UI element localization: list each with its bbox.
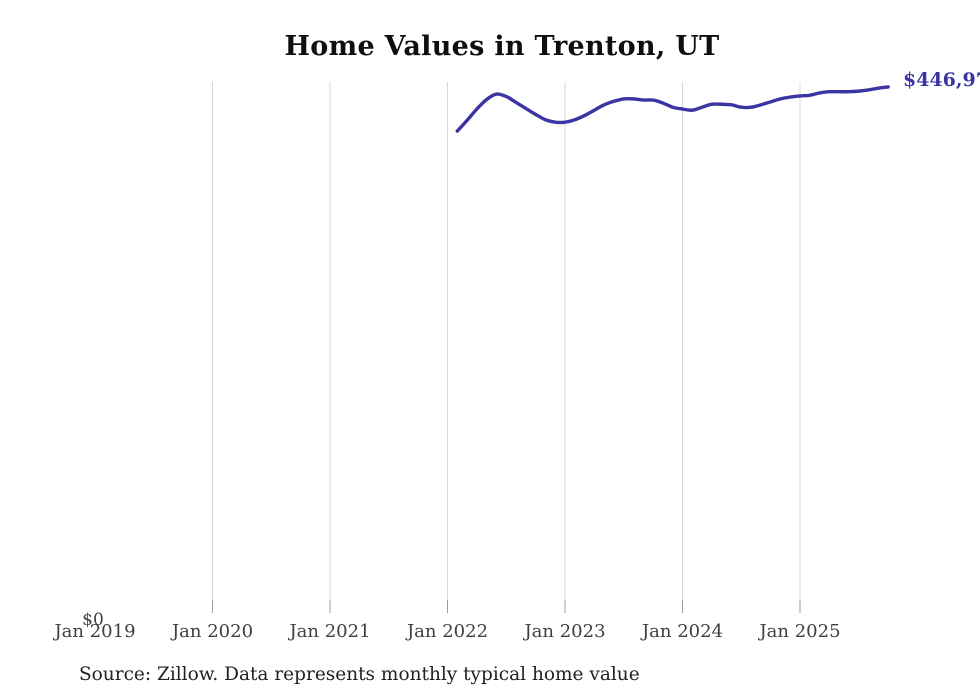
- source-note: Source: Zillow. Data represents monthly …: [79, 664, 640, 685]
- x-axis-label: Jan 2023: [524, 621, 606, 642]
- latest-value-label: $446,973: [903, 69, 980, 91]
- y-axis-zero-label: $0: [82, 610, 104, 630]
- x-axis-label: Jan 2021: [289, 621, 371, 642]
- x-axis-label: Jan 2025: [759, 621, 841, 642]
- x-axis-label: Jan 2022: [406, 621, 489, 642]
- x-axis-label: Jan 2020: [171, 621, 254, 642]
- x-axis-label: Jan 2024: [641, 621, 724, 642]
- chart-title: Home Values in Trenton, UT: [284, 31, 720, 62]
- home-value-line: [455, 85, 890, 133]
- x-axis-label: Jan 2019: [54, 621, 136, 642]
